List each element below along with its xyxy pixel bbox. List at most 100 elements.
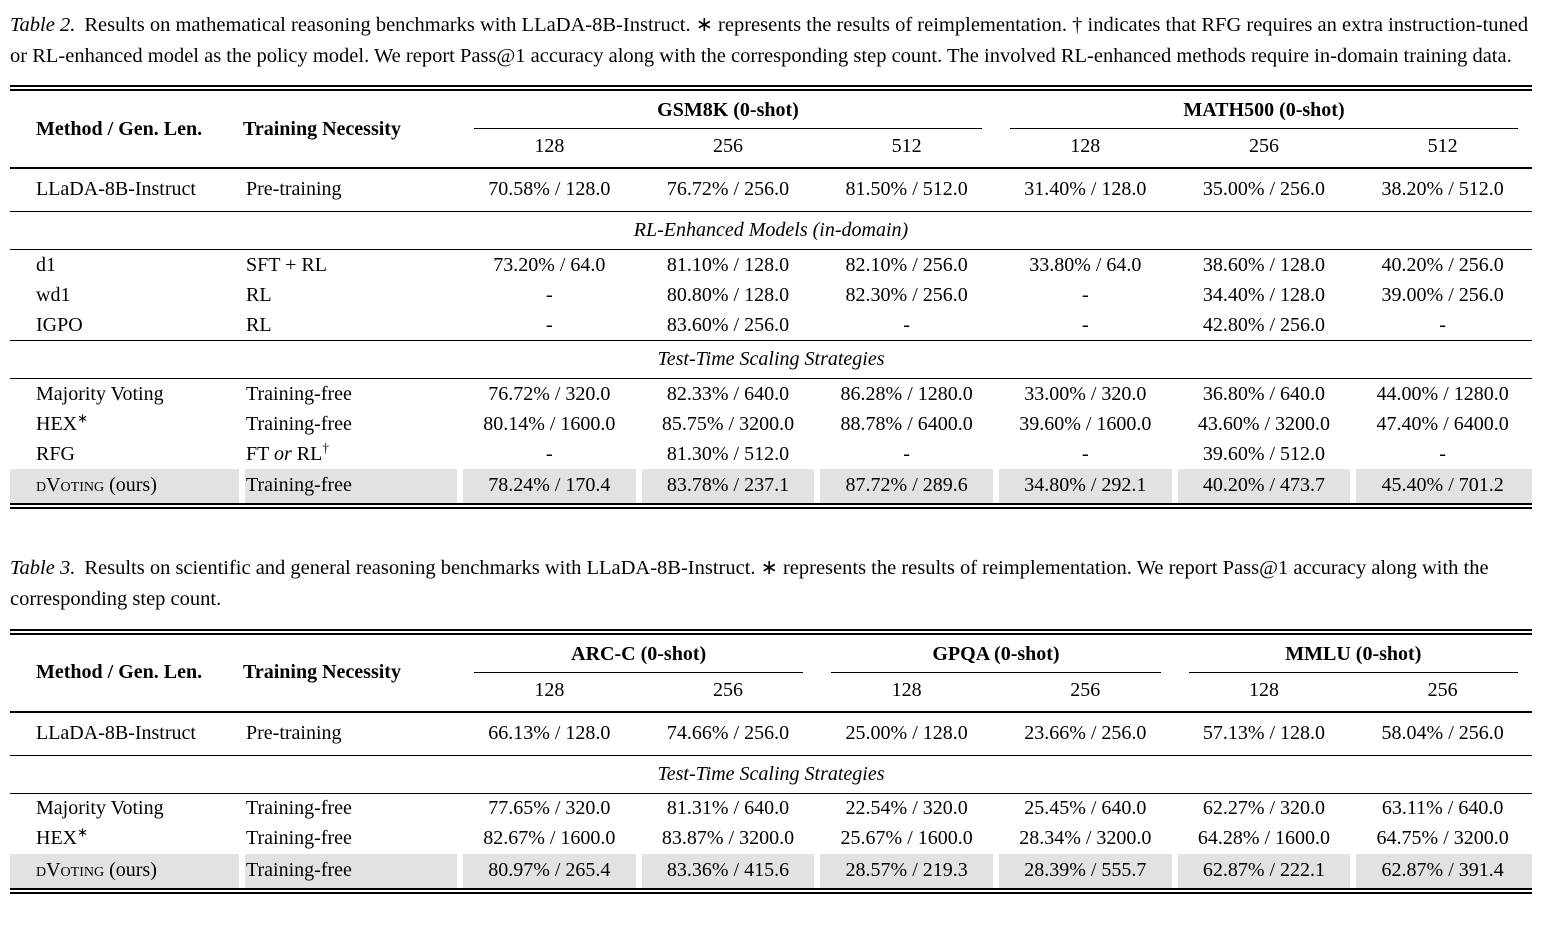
result-cell: -: [903, 442, 910, 465]
col-header-training: Training Necessity: [242, 88, 460, 170]
result-cell: 35.00% / 256.0: [1202, 178, 1326, 201]
result-cell: 28.57% / 219.3: [817, 853, 996, 891]
result-cell: 33.80% / 64.0: [1029, 253, 1142, 276]
col-header-method: Method / Gen. Len.: [10, 88, 242, 170]
result-cell: 22.54% / 320.0: [845, 797, 968, 820]
result-cell: -: [545, 442, 553, 465]
result-cell: 28.39% / 555.7: [995, 853, 1175, 891]
result-cell: 86.28% / 1280.0: [840, 382, 973, 405]
gen-length-header: 128: [460, 672, 639, 713]
method-cell: Majority Voting: [36, 797, 164, 820]
result-cell: 47.40% / 6400.0: [1376, 412, 1509, 435]
table-row: Majority Voting Training-free 77.65% / 320…: [10, 793, 1532, 824]
gen-length-header: 256: [995, 672, 1175, 713]
result-cell: 81.30% / 512.0: [666, 442, 790, 465]
result-cell: -: [1439, 313, 1446, 336]
training-necessity-cell: Pre-training: [246, 721, 342, 744]
result-cell: 45.40% / 701.2: [1353, 469, 1532, 507]
table-row: Majority Voting Training-free 76.72% / 320…: [10, 379, 1532, 410]
method-cell: IGPO: [36, 313, 83, 336]
caption-text: Results on scientific and general reason…: [10, 557, 1489, 611]
benchmark-group-label: MMLU (0-shot): [1188, 635, 1518, 673]
training-necessity-cell: Training-free: [246, 412, 352, 435]
result-cell: 81.10% / 128.0: [666, 253, 790, 276]
gen-length-header: 256: [638, 672, 818, 713]
caption-label: Table 3.: [10, 557, 76, 580]
result-cell: 44.00% / 1280.0: [1376, 382, 1509, 405]
table-row: HEX∗ Training-free 82.67% / 1600.0 83.87% /…: [10, 824, 1532, 854]
table-row: RFG FT or RL† - 81.30% / 512.0 - - 39.60% / 51…: [10, 439, 1532, 469]
benchmark-group-label: MATH500 (0-shot): [1009, 91, 1518, 130]
table-row: IGPO RL - 83.60% / 256.0 - - 42.80% / 256.0 -: [10, 310, 1532, 341]
result-cell: -: [1081, 442, 1089, 465]
result-cell: 76.72% / 256.0: [666, 178, 790, 201]
table-2-block: Table 2. Results on mathematical reasonin…: [10, 10, 1532, 510]
result-cell: 82.10% / 256.0: [845, 253, 968, 276]
result-cell: 82.30% / 256.0: [845, 283, 968, 306]
gen-length-header: 256: [1353, 672, 1532, 713]
result-cell: 33.00% / 320.0: [1024, 382, 1147, 405]
result-cell: -: [1081, 313, 1089, 336]
result-cell: 34.80% / 292.1: [995, 469, 1175, 507]
result-cell: 81.50% / 512.0: [845, 178, 968, 201]
result-cell: 80.97% / 265.4: [460, 853, 639, 891]
result-cell: 57.13% / 128.0: [1202, 721, 1326, 744]
gen-length-header: 128: [817, 672, 996, 713]
result-cell: 73.20% / 64.0: [493, 253, 606, 276]
benchmark-group-header: ARC-C (0-shot): [460, 632, 817, 673]
result-cell: 25.45% / 640.0: [1024, 797, 1147, 820]
caption-label: Table 2.: [10, 14, 76, 36]
method-cell: wd1: [36, 283, 71, 306]
result-cell: 85.75% / 3200.0: [661, 412, 795, 435]
result-cell: 83.78% / 237.1: [638, 469, 818, 507]
gen-length-header: 256: [638, 129, 818, 170]
result-cell: 83.60% / 256.0: [666, 313, 790, 336]
result-cell: 62.27% / 320.0: [1202, 797, 1326, 820]
method-cell: d1: [36, 253, 56, 276]
gen-length-header: 128: [460, 129, 639, 170]
result-cell: 66.13% / 128.0: [488, 721, 611, 744]
result-cell: 36.80% / 640.0: [1202, 382, 1326, 405]
document-page: Table 2. Results on mathematical reasonin…: [10, 10, 1532, 894]
result-cell: 39.60% / 1600.0: [1019, 412, 1152, 435]
result-cell: -: [1439, 442, 1446, 465]
method-cell: Majority Voting: [36, 382, 164, 405]
result-cell: -: [1081, 283, 1089, 306]
table-2-caption: Table 2. Results on mathematical reasonin…: [10, 10, 1532, 72]
result-cell: 25.67% / 1600.0: [840, 827, 973, 850]
col-header-training: Training Necessity: [242, 631, 460, 713]
gen-length-header: 256: [1174, 129, 1354, 170]
col-header-method: Method / Gen. Len.: [10, 631, 242, 713]
method-cell: LLaDA-8B-Instruct: [36, 721, 196, 744]
result-cell: 38.20% / 512.0: [1381, 178, 1504, 201]
benchmark-group-label: ARC-C (0-shot): [474, 635, 804, 673]
benchmark-group-header: GSM8K (0-shot): [460, 88, 996, 130]
table-3-caption: Table 3. Results on scientific and genera…: [10, 553, 1532, 615]
result-cell: 42.80% / 256.0: [1202, 313, 1326, 336]
result-cell: 78.24% / 170.4: [460, 469, 639, 507]
result-cell: 40.20% / 256.0: [1381, 253, 1504, 276]
gen-length-header: 128: [1174, 672, 1354, 713]
result-cell: 80.80% / 128.0: [666, 283, 790, 306]
table-2: Method / Gen. Len. Training Necessity GSM8…: [10, 85, 1532, 510]
result-cell: 87.72% / 289.6: [817, 469, 996, 507]
result-cell: 82.33% / 640.0: [666, 382, 790, 405]
section-header: Test-Time Scaling Strategies: [10, 754, 1532, 794]
training-necessity-cell: RL: [246, 283, 272, 306]
gen-length-header: 512: [817, 129, 996, 170]
result-cell: 34.40% / 128.0: [1202, 283, 1326, 306]
training-necessity-cell: RL: [246, 313, 272, 336]
training-necessity-cell: Pre-training: [246, 178, 342, 201]
gen-length-header: 512: [1353, 129, 1532, 170]
training-necessity-cell: Training-free: [242, 469, 460, 507]
table-row: d1 SFT + RL 73.20% / 64.0 81.10% / 128.0 82.…: [10, 250, 1532, 281]
result-cell: 82.67% / 1600.0: [483, 827, 616, 850]
result-cell: 64.75% / 3200.0: [1376, 827, 1509, 850]
result-cell: 63.11% / 640.0: [1381, 797, 1504, 820]
method-cell: RFG: [36, 442, 75, 465]
table-row: LLaDA-8B-Instruct Pre-training 66.13% / 12…: [10, 712, 1532, 756]
result-cell: 38.60% / 128.0: [1202, 253, 1326, 276]
table-row-highlighted: dVoting (ours) Training-free 80.97% / 265.…: [10, 853, 1532, 891]
result-cell: 70.58% / 128.0: [488, 178, 611, 201]
result-cell: 62.87% / 222.1: [1174, 853, 1354, 891]
